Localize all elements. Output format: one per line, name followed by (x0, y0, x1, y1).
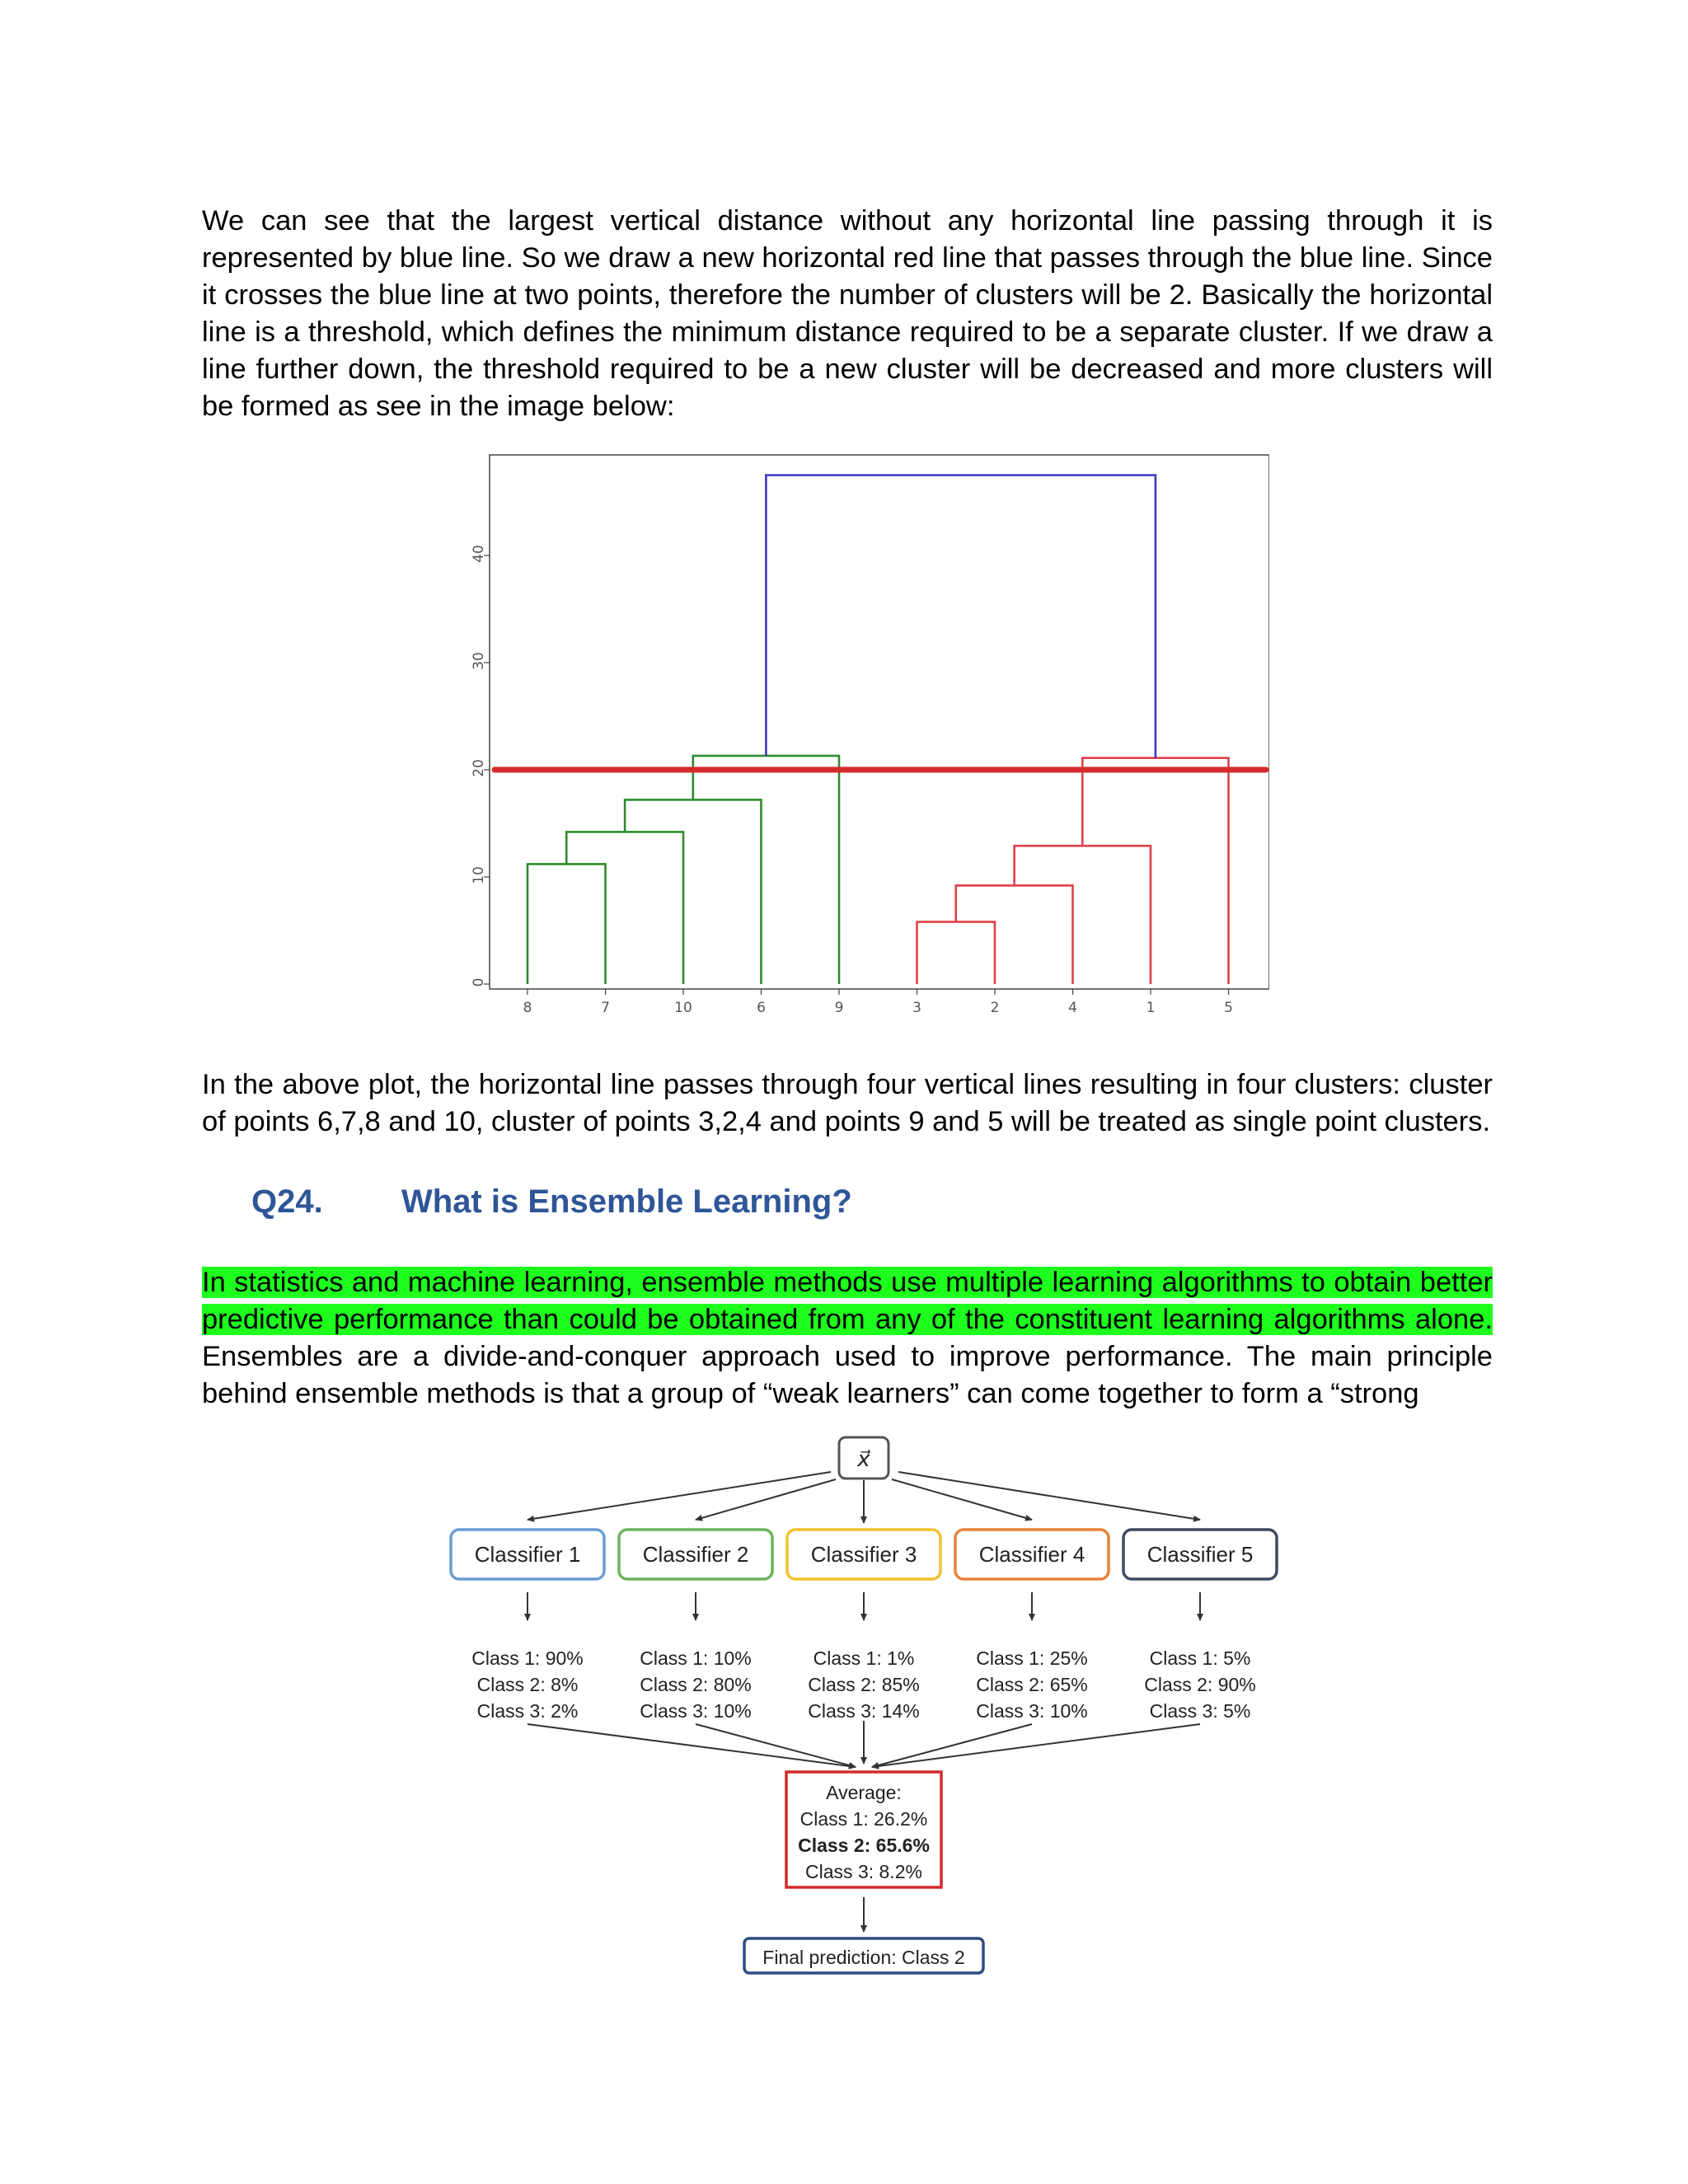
x-tick-label: 6 (757, 1000, 766, 1016)
classifier-box (617, 1528, 774, 1581)
y-tick-label: 10 (471, 866, 487, 884)
x-tick-label: 10 (674, 1000, 692, 1016)
average-value: Class 1: 26.2% (800, 1808, 928, 1830)
class-probability: Class 2: 8% (477, 1674, 579, 1695)
class-probability: Class 2: 85% (808, 1674, 920, 1695)
classifier-box (1122, 1528, 1278, 1581)
classifier-label: Classifier 5 (1147, 1542, 1254, 1567)
dendrogram-links (526, 474, 1230, 984)
class-probability: Class 3: 14% (808, 1700, 920, 1722)
question-number: Q24. (251, 1183, 323, 1220)
average-value: Class 3: 8.2% (805, 1861, 922, 1882)
class-probability: Class 1: 25% (976, 1647, 1088, 1669)
average-box (785, 1770, 943, 1889)
classifier-box (785, 1528, 942, 1581)
x-tick-label: 5 (1224, 1000, 1233, 1016)
x-axis-ticks: 8 7 10 6 9 3 2 4 1 5 (523, 989, 1233, 1016)
question-title: What is Ensemble Learning? (401, 1183, 852, 1220)
classifier-label: Classifier 2 (643, 1542, 749, 1567)
question-heading: Q24. What is Ensemble Learning? (251, 1183, 852, 1221)
input-arrow (527, 1471, 832, 1522)
x-tick-label: 9 (835, 1000, 844, 1016)
highlighted-definition: In statistics and machine learning, ense… (202, 1267, 1493, 1335)
class-probability: Class 3: 2% (477, 1700, 579, 1722)
dendrogram-link (623, 799, 762, 984)
final-prediction-box (743, 1937, 985, 1975)
average-value: Class 2: 65.6% (798, 1835, 930, 1856)
class-probability: Class 3: 10% (976, 1700, 1088, 1722)
x-tick-label: 3 (912, 1000, 921, 1016)
aggregate-arrow (871, 1723, 1201, 1769)
average-title: Average: (826, 1782, 902, 1803)
x-tick-label: 7 (601, 1000, 610, 1016)
final-prediction-label: Final prediction: Class 2 (762, 1947, 964, 1968)
class-probability: Class 2: 80% (640, 1674, 752, 1695)
input-arrow (898, 1471, 1201, 1522)
input-label: x⃗ (856, 1446, 870, 1471)
input-box (837, 1436, 890, 1480)
after-plot-paragraph: In the above plot, the horizontal line p… (202, 1069, 1493, 1137)
y-tick-label: 40 (471, 545, 487, 563)
intro-paragraph: We can see that the largest vertical dis… (202, 205, 1493, 422)
dendrogram-link (526, 863, 607, 984)
class-probability: Class 3: 10% (640, 1700, 752, 1722)
y-axis-ticks: 0 10 20 30 40 (471, 545, 490, 987)
class-probability: Class 1: 10% (640, 1647, 752, 1669)
class-probability: Class 1: 90% (471, 1647, 584, 1669)
x-tick-label: 2 (991, 1000, 1000, 1016)
ensemble-diagram: x⃗ Classifier 1 Class 1: 90% Class 2: 8% Cla… (449, 1436, 1278, 1975)
ensemble-paragraph-rest: Ensembles are a divide-and-conquer appro… (202, 1341, 1493, 1409)
aggregate-arrow (871, 1723, 1033, 1769)
classifier-label: Classifier 4 (979, 1542, 1085, 1567)
class-probability: Class 1: 1% (814, 1647, 915, 1669)
input-arrow (891, 1479, 1033, 1521)
dendrogram-link (765, 474, 1157, 758)
class-probability: Class 3: 5% (1150, 1700, 1251, 1722)
aggregate-arrow (527, 1723, 856, 1769)
aggregate-arrow (695, 1723, 856, 1769)
x-tick-label: 8 (523, 1000, 532, 1016)
classifier-box (954, 1528, 1110, 1581)
dendrogram-chart: 0 10 20 30 40 8 7 10 6 9 3 2 4 1 5 (471, 454, 1269, 1016)
dendrogram-link (1013, 845, 1152, 984)
y-tick-label: 20 (471, 759, 487, 777)
x-tick-label: 4 (1068, 1000, 1077, 1016)
y-tick-label: 30 (471, 652, 487, 670)
ensemble-paragraph: In statistics and machine learning, ense… (202, 1264, 1493, 1413)
class-probability: Class 2: 65% (976, 1674, 1088, 1695)
classifier-label: Classifier 3 (811, 1542, 917, 1567)
ensemble-elements: x⃗ Classifier 1 Class 1: 90% Class 2: 8% Cla… (449, 1436, 1278, 1975)
plot-frame (489, 454, 1269, 990)
class-probability: Class 1: 5% (1150, 1647, 1251, 1669)
classifier-label: Classifier 1 (475, 1542, 581, 1567)
classifier-box (449, 1528, 606, 1581)
dendrogram-link (565, 831, 685, 984)
class-probability: Class 2: 90% (1144, 1674, 1256, 1695)
x-tick-label: 1 (1146, 1000, 1156, 1016)
y-tick-label: 0 (471, 978, 487, 987)
input-arrow (695, 1479, 837, 1521)
